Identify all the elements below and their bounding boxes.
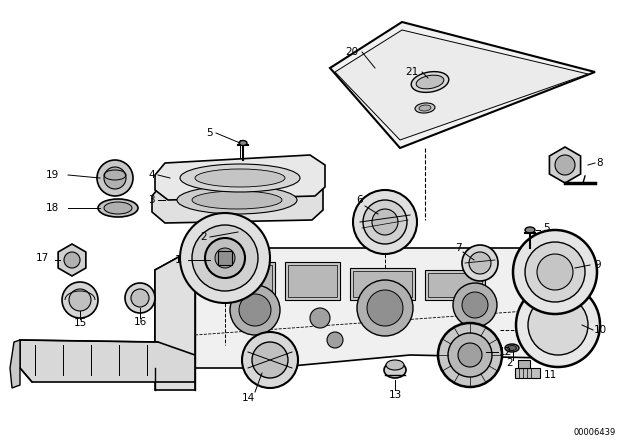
Circle shape (363, 200, 407, 244)
Ellipse shape (416, 75, 444, 89)
Circle shape (469, 252, 491, 274)
Circle shape (239, 294, 271, 326)
Circle shape (192, 225, 258, 291)
Polygon shape (155, 248, 195, 390)
Bar (518, 360, 530, 368)
Circle shape (357, 280, 413, 336)
Polygon shape (330, 22, 595, 148)
Bar (288, 265, 337, 297)
Bar (425, 270, 485, 300)
Circle shape (215, 248, 235, 268)
Polygon shape (10, 340, 20, 388)
Polygon shape (335, 30, 588, 140)
Text: 10: 10 (593, 325, 607, 335)
Text: 21: 21 (405, 67, 419, 77)
Circle shape (462, 245, 498, 281)
Text: 5: 5 (206, 128, 212, 138)
Circle shape (69, 289, 91, 311)
Text: 6: 6 (356, 195, 364, 205)
Bar (353, 271, 412, 297)
Circle shape (516, 283, 600, 367)
Circle shape (327, 332, 343, 348)
Circle shape (180, 213, 270, 303)
Circle shape (205, 238, 245, 278)
Circle shape (230, 285, 280, 335)
Bar (515, 368, 540, 378)
Ellipse shape (104, 202, 132, 214)
Text: 8: 8 (596, 158, 604, 168)
Circle shape (252, 342, 288, 378)
Ellipse shape (412, 72, 449, 92)
Circle shape (448, 333, 492, 377)
Ellipse shape (240, 225, 248, 231)
Polygon shape (58, 244, 86, 276)
Text: 16: 16 (133, 317, 147, 327)
Circle shape (555, 155, 575, 175)
Text: 9: 9 (595, 260, 602, 270)
Polygon shape (20, 340, 195, 382)
Bar (210, 262, 275, 300)
Bar (428, 273, 482, 297)
Polygon shape (155, 155, 325, 200)
Ellipse shape (525, 227, 535, 233)
Text: 00006439: 00006439 (574, 427, 616, 436)
Text: 5: 5 (543, 223, 549, 233)
Ellipse shape (384, 362, 406, 378)
Text: 17: 17 (35, 253, 49, 263)
Ellipse shape (508, 345, 516, 350)
Polygon shape (152, 177, 323, 223)
Circle shape (62, 282, 98, 318)
Text: 3: 3 (148, 195, 155, 205)
Ellipse shape (505, 344, 519, 352)
Text: 2: 2 (200, 232, 207, 242)
Circle shape (310, 308, 330, 328)
Ellipse shape (177, 186, 297, 214)
Bar (350, 268, 415, 300)
Text: 18: 18 (45, 203, 59, 213)
Circle shape (131, 289, 149, 307)
Ellipse shape (386, 360, 404, 370)
Polygon shape (155, 248, 580, 368)
Ellipse shape (180, 164, 300, 192)
Text: 12: 12 (499, 347, 511, 357)
Circle shape (513, 230, 597, 314)
Circle shape (372, 209, 398, 235)
Ellipse shape (239, 141, 247, 146)
Text: 2: 2 (507, 358, 513, 368)
Ellipse shape (415, 103, 435, 113)
Text: 19: 19 (45, 170, 59, 180)
Text: 11: 11 (543, 370, 557, 380)
Circle shape (64, 252, 80, 268)
Text: 1: 1 (175, 255, 182, 265)
Circle shape (353, 190, 417, 254)
Text: 20: 20 (346, 47, 358, 57)
Circle shape (125, 283, 155, 313)
Bar (213, 265, 272, 297)
Circle shape (242, 332, 298, 388)
Ellipse shape (195, 169, 285, 187)
Bar (218, 251, 232, 265)
Ellipse shape (238, 224, 250, 232)
Circle shape (453, 283, 497, 327)
Circle shape (458, 343, 482, 367)
Ellipse shape (192, 191, 282, 209)
Text: 7: 7 (454, 243, 461, 253)
Text: 4: 4 (148, 170, 155, 180)
Circle shape (97, 160, 133, 196)
Polygon shape (549, 147, 580, 183)
Circle shape (528, 295, 588, 355)
Circle shape (537, 254, 573, 290)
Ellipse shape (98, 199, 138, 217)
Bar (285, 262, 340, 300)
Circle shape (525, 242, 585, 302)
Circle shape (438, 323, 502, 387)
Text: 15: 15 (74, 318, 86, 328)
Circle shape (462, 292, 488, 318)
Circle shape (367, 290, 403, 326)
Text: 14: 14 (241, 393, 255, 403)
Ellipse shape (419, 105, 431, 111)
Circle shape (104, 167, 126, 189)
Text: 13: 13 (388, 390, 402, 400)
